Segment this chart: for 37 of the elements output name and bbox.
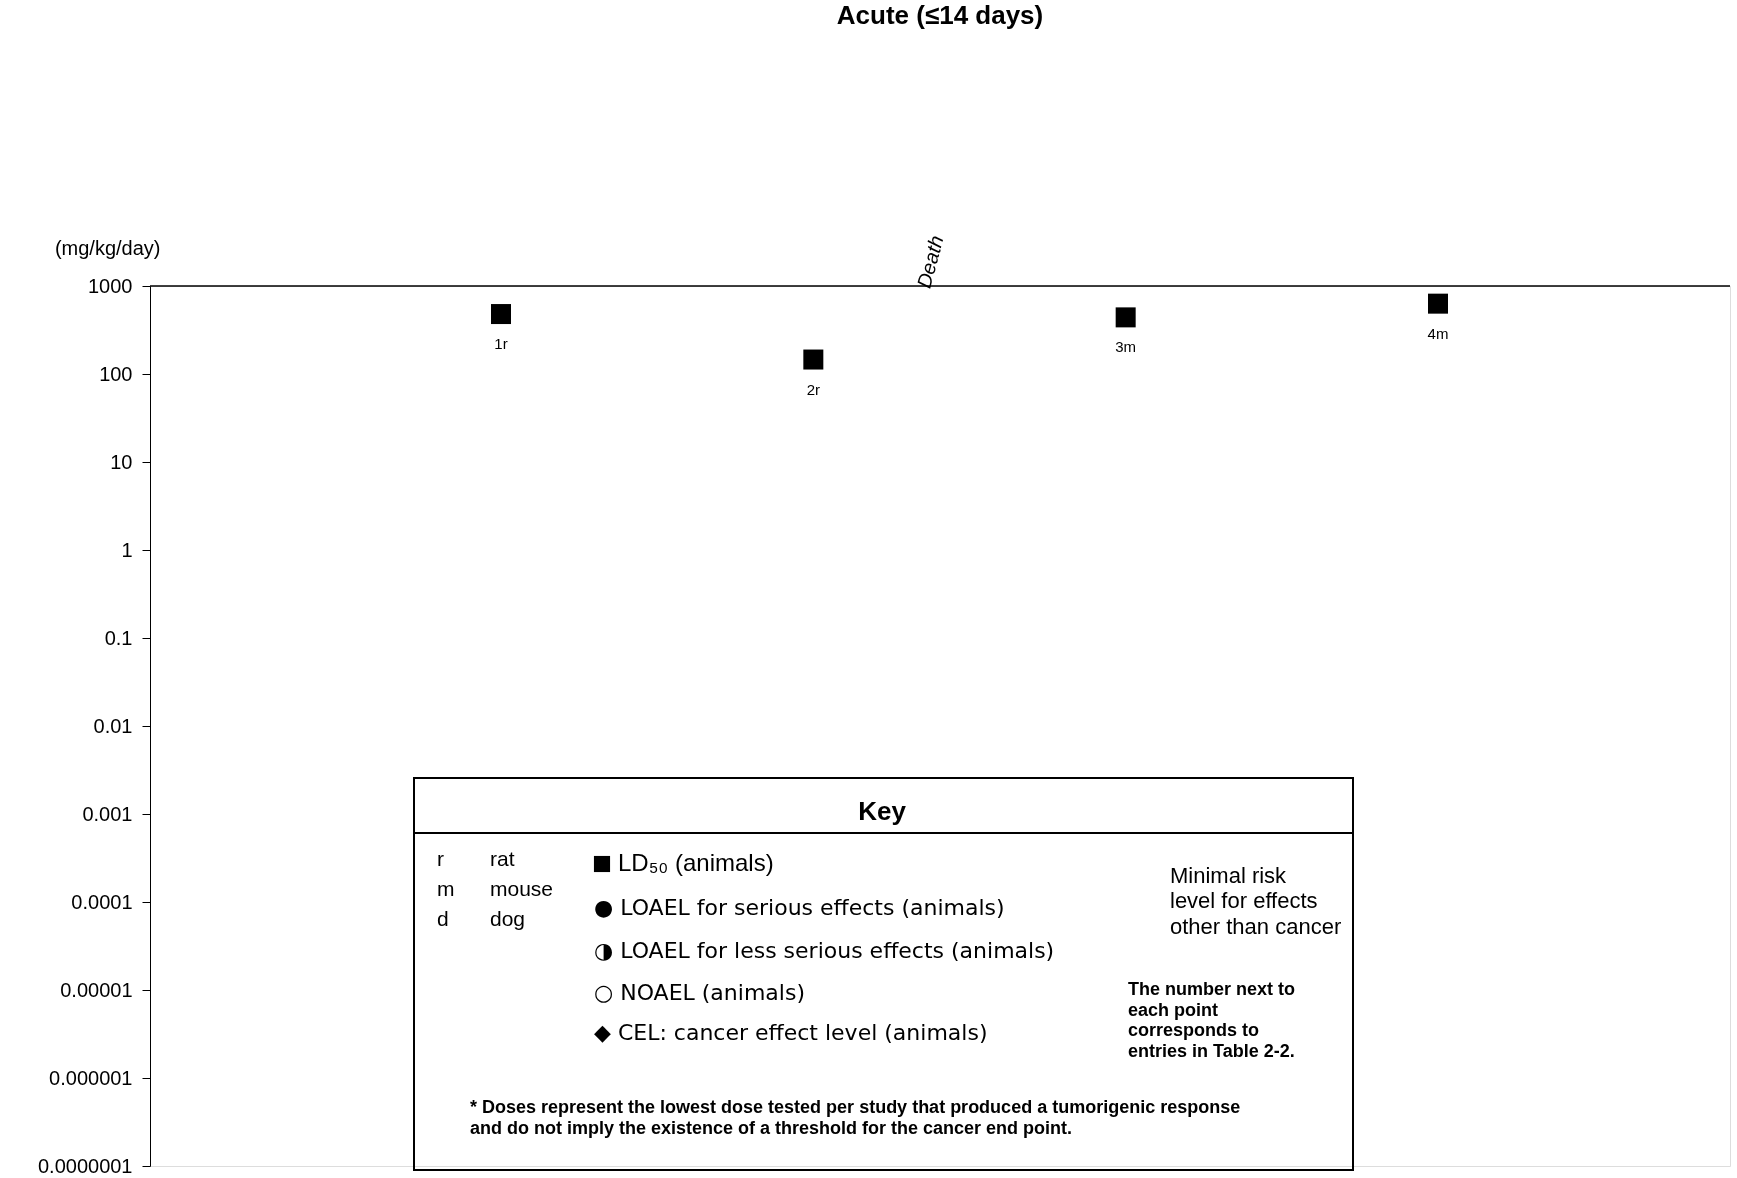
point [1428,293,1448,314]
annotation: mouse [490,877,554,900]
chart-title: Acute (≤14 days) [836,0,1044,30]
annotation: rat [490,847,515,870]
y-tick-label: 0.0001 [71,890,133,913]
point [803,349,824,370]
annotation: 4m [1427,324,1449,342]
y-tick-label: 1 [121,538,133,561]
y-tick-label: 100 [99,362,133,385]
annotation: Death [912,233,948,291]
annotation: ◑ LOAEL for less serious effects (animals) [594,938,1055,963]
annotation: ◆ CEL: cancer effect level (animals) [594,1020,988,1045]
point [1115,307,1136,328]
annotation: 2r [806,380,821,398]
annotation: d [437,907,449,930]
y-tick-label: 10 [110,450,133,473]
annotation: Minimal risk level for effects other than cancer [1170,863,1342,939]
point [491,304,511,325]
y-axis-title: (mg/kg/day) [54,236,161,259]
legend-label: LD₅₀ (animals) [618,849,774,876]
y-tick-label: 1000 [88,274,133,297]
annotation: ○ NOAEL (animals) [594,980,805,1005]
y-tick-label: 0.00001 [60,978,133,1001]
y-tick-label: 0.01 [93,714,133,737]
annotation: ● LOAEL for serious effects (animals) [594,895,1005,920]
annotation: Key [858,796,907,826]
annotation: dog [490,907,526,930]
y-tick-label: 0.0000001 [37,1154,133,1177]
annotation: * Doses represent the lowest dose tested per study that produced a tumorigenic response and do not imply the existence of a threshold for the cancer end point. [470,1097,1241,1138]
annotation: 3m [1115,338,1137,356]
y-tick-label: 0.1 [104,626,133,649]
annotation: m [437,877,455,900]
annotation: 1r [494,335,508,353]
y-tick-label: 0.000001 [49,1066,133,1089]
annotation: The number next to each point corresponds to entries in Table 2-2. [1128,979,1296,1062]
annotation: r [437,847,444,870]
y-tick-label: 0.001 [82,802,133,825]
